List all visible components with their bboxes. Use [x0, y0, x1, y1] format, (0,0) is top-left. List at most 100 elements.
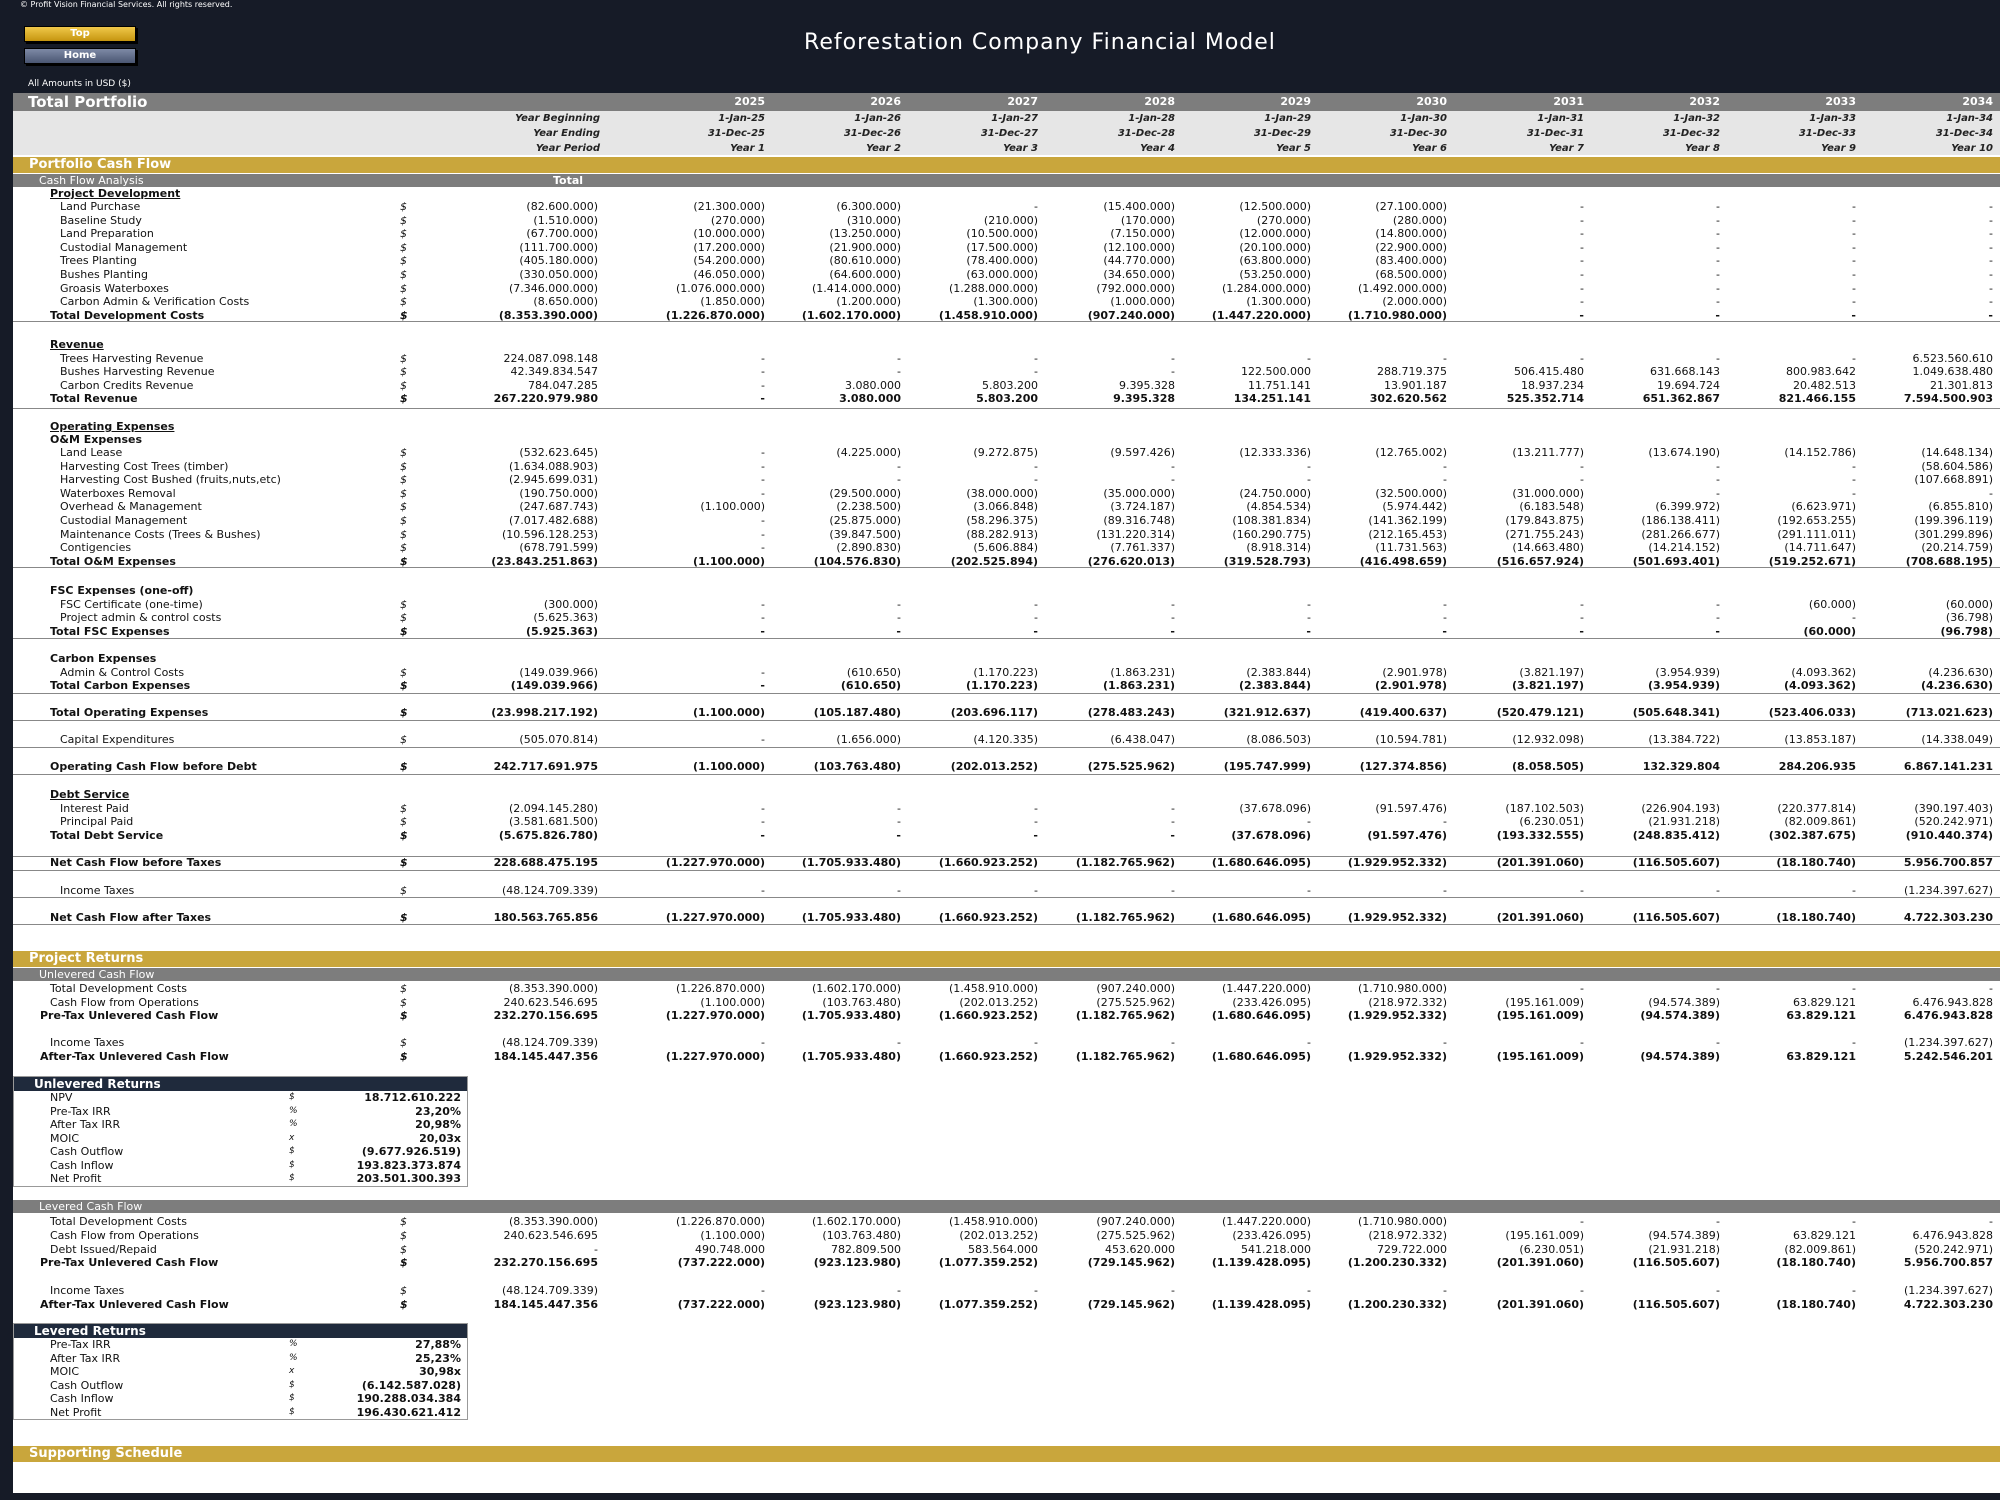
period-date-cell: 31-Dec-28: [1117, 128, 1175, 139]
carbon-expenses-heading: Carbon Expenses: [50, 652, 157, 665]
year-value-cell: (60.000): [1808, 598, 1856, 611]
year-value-cell: 800.983.642: [1786, 365, 1856, 378]
year-value-cell: (319.528.793): [1223, 555, 1311, 568]
year-value-cell: -: [897, 611, 901, 624]
table-row-operating-cash-flow-before-debt: Operating Cash Flow before Debt $242.717.…: [0, 760, 2000, 773]
year-value-cell: (1.458.910.000): [948, 1215, 1038, 1228]
year-value-cell: -: [1580, 268, 1584, 281]
returns-unit: x: [289, 1366, 295, 1376]
returns-row-after-tax-irr: After Tax IRR% 25,23%: [14, 1352, 467, 1366]
year-value-cell: -: [1852, 200, 1856, 213]
returns-label: Pre-Tax IRR: [50, 1104, 111, 1118]
returns-unit: $: [289, 1092, 295, 1102]
top-button[interactable]: Top: [24, 26, 136, 42]
year-value-cell: -: [1852, 982, 1856, 995]
returns-row-moic: MOIC x 30,98x: [14, 1365, 467, 1379]
period-date-cell: 31-Dec-31: [1526, 128, 1584, 139]
home-button[interactable]: Home: [24, 48, 136, 64]
period-date-cell: 1-Jan-28: [1128, 113, 1175, 124]
year-value-cell: -: [897, 598, 901, 611]
currency-symbol: $: [400, 598, 407, 611]
row-divider: [13, 747, 2000, 748]
year-value-cell: 6.476.943.828: [1912, 1229, 1993, 1242]
table-row-income-taxes: Income Taxes $ (48.124.709.339) - - - - - - - - - (1…: [0, 1284, 2000, 1297]
year-value-cell: (12.000.000): [1239, 227, 1311, 240]
year-value-cell: (8.086.503): [1246, 733, 1311, 746]
year-value-cell: -: [896, 829, 901, 842]
year-value-cell: -: [1580, 598, 1584, 611]
year-value-cell: -: [897, 815, 901, 828]
year-value-cell: -: [1580, 282, 1584, 295]
year-value-cell: -: [1580, 1036, 1584, 1049]
year-value-cell: (1.863.231): [1110, 666, 1175, 679]
total-value-cell: (3.581.681.500): [508, 815, 598, 828]
year-value-cell: 821.466.155: [1778, 392, 1856, 405]
year-value-cell: 284.206.935: [1778, 760, 1856, 773]
year-value-cell: (104.576.830): [813, 555, 901, 568]
total-value-cell: 240.623.546.695: [503, 1229, 598, 1242]
year-value-cell: -: [1851, 309, 1856, 322]
year-value-cell: -: [1716, 214, 1720, 227]
year-value-cell: (1.300.000): [973, 295, 1038, 308]
year-value-cell: 651.362.867: [1642, 392, 1720, 405]
year-value-cell: (18.180.740): [1776, 1298, 1856, 1311]
period-date-cell: Year 10: [1951, 143, 1993, 154]
returns-unit: %: [289, 1119, 298, 1129]
year-value-cell: (1.182.765.962): [1075, 856, 1175, 869]
row-label: Income Taxes: [50, 1284, 125, 1297]
year-value-cell: (21.931.218): [1648, 815, 1720, 828]
total-value-cell: (330.050.000): [519, 268, 598, 281]
total-value-cell: (247.687.743): [519, 500, 598, 513]
year-value-cell: (302.387.675): [1768, 829, 1856, 842]
year-value-cell: (127.374.856): [1359, 760, 1447, 773]
year-value-cell: (1.226.870.000): [665, 309, 765, 322]
year-value-cell: (13.853.187): [1784, 733, 1856, 746]
year-value-cell: (36.798): [1945, 611, 1993, 624]
year-value-cell: (1.300.000): [1246, 295, 1311, 308]
year-value-cell: -: [1716, 982, 1720, 995]
year-value-cell: (44.770.000): [1103, 254, 1175, 267]
year-value-cell: (108.381.834): [1232, 514, 1311, 527]
period-date-cell: 1-Jan-34: [1946, 113, 1993, 124]
year-value-cell: (78.400.000): [966, 254, 1038, 267]
currency-symbol: $: [400, 911, 408, 924]
total-value-cell: (23.843.251.863): [491, 555, 598, 568]
year-value-cell: (83.400.000): [1375, 254, 1447, 267]
year-value-cell: (1.705.933.480): [801, 1050, 901, 1063]
row-label: Total Development Costs: [50, 1215, 187, 1228]
returns-unit: $: [289, 1406, 295, 1417]
table-row-harvesting-cost-trees-timber: Harvesting Cost Trees (timber) $ (1.634.08…: [0, 460, 2000, 473]
year-value-cell: (160.290.775): [1232, 528, 1311, 541]
currency-symbol: $: [400, 1229, 407, 1242]
year-value-cell: (6.438.047): [1110, 733, 1175, 746]
year-value-cell: (1.288.000.000): [948, 282, 1038, 295]
levered-returns-box: Levered Returns Pre-Tax IRR% 27,88% After …: [13, 1323, 468, 1420]
year-value-cell: -: [1715, 625, 1720, 638]
currency-symbol: $: [400, 802, 407, 815]
year-value-cell: (7.150.000): [1110, 227, 1175, 240]
year-value-cell: (89.316.748): [1103, 514, 1175, 527]
returns-row-cash-outflow: Cash Outflow $ (6.142.587.028): [14, 1379, 467, 1393]
row-label: After-Tax Unlevered Cash Flow: [40, 1050, 229, 1063]
year-value-cell: (116.505.607): [1632, 911, 1720, 924]
year-header-cell: 2033: [1825, 95, 1856, 108]
year-value-cell: -: [1989, 982, 1993, 995]
year-value-cell: (141.362.199): [1368, 514, 1447, 527]
year-value-cell: (1.680.646.095): [1211, 1050, 1311, 1063]
year-value-cell: (14.338.049): [1921, 733, 1993, 746]
row-label: Income Taxes: [60, 884, 135, 897]
year-value-cell: (218.972.332): [1368, 996, 1447, 1009]
row-label: Total Development Costs: [50, 309, 205, 322]
year-value-cell: -: [1852, 282, 1856, 295]
year-value-cell: (1.705.933.480): [801, 911, 901, 924]
year-value-cell: -: [1716, 1284, 1720, 1297]
currency-symbol: $: [400, 514, 407, 527]
year-value-cell: -: [1852, 611, 1856, 624]
row-divider: [13, 567, 2000, 568]
year-value-cell: -: [1171, 815, 1175, 828]
year-value-cell: 4.722.303.230: [1903, 911, 1993, 924]
year-value-cell: (3.821.197): [1519, 666, 1584, 679]
year-value-cell: (131.220.314): [1096, 528, 1175, 541]
table-row-after-tax-unlevered-cash-flow: After-Tax Unlevered Cash Flow $184.145.44…: [0, 1298, 2000, 1311]
year-value-cell: (80.610.000): [829, 254, 901, 267]
